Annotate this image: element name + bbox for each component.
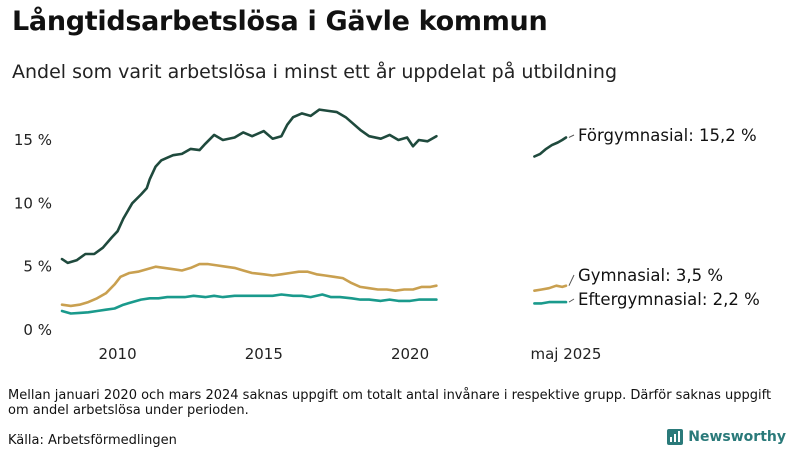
series-label-förgymnasial: Förgymnasial: 15,2 % bbox=[578, 126, 757, 145]
series-line-eftergymnasial bbox=[60, 293, 438, 315]
y-tick-label: 0 % bbox=[23, 321, 52, 339]
label-connector-gymnasial bbox=[568, 274, 575, 286]
series-lines bbox=[60, 108, 568, 315]
series-end-labels: Förgymnasial: 15,2 % Gymnasial: 3,5 % Efte… bbox=[568, 126, 760, 309]
y-tick-label: 5 % bbox=[23, 258, 52, 276]
series-line-eftergymnasial bbox=[533, 300, 568, 305]
y-tick-label: 15 % bbox=[14, 131, 52, 149]
series-label-gymnasial: Gymnasial: 3,5 % bbox=[578, 266, 723, 285]
x-tick-label: 2020 bbox=[391, 345, 429, 363]
series-line-förgymnasial bbox=[533, 136, 568, 158]
newsworthy-logo-icon bbox=[667, 429, 684, 445]
x-tick-label: 2010 bbox=[98, 345, 136, 363]
y-tick-label: 10 % bbox=[14, 194, 52, 212]
series-line-gymnasial bbox=[533, 284, 568, 292]
x-tick-label: maj 2025 bbox=[530, 345, 601, 363]
label-connector-eftergymnasial bbox=[568, 298, 575, 303]
brand-name: Newsworthy bbox=[688, 429, 786, 445]
page-title: Långtidsarbetslösa i Gävle kommun bbox=[12, 6, 548, 37]
source-text: Källa: Arbetsförmedlingen bbox=[8, 433, 177, 448]
label-connector-förgymnasial bbox=[568, 134, 575, 138]
series-line-förgymnasial bbox=[60, 108, 438, 265]
x-axis-ticks: 2010 2015 2020 maj 2025 bbox=[98, 345, 601, 363]
series-label-eftergymnasial: Eftergymnasial: 2,2 % bbox=[578, 290, 760, 309]
x-tick-label: 2015 bbox=[245, 345, 283, 363]
y-axis-ticks: 0 % 5 % 10 % 15 % bbox=[14, 131, 52, 339]
footnote: Mellan januari 2020 och mars 2024 saknas… bbox=[8, 388, 772, 418]
brand-logo: Newsworthy bbox=[667, 429, 786, 445]
chart-subtitle: Andel som varit arbetslösa i minst ett å… bbox=[12, 61, 618, 83]
series-line-gymnasial bbox=[60, 262, 438, 308]
